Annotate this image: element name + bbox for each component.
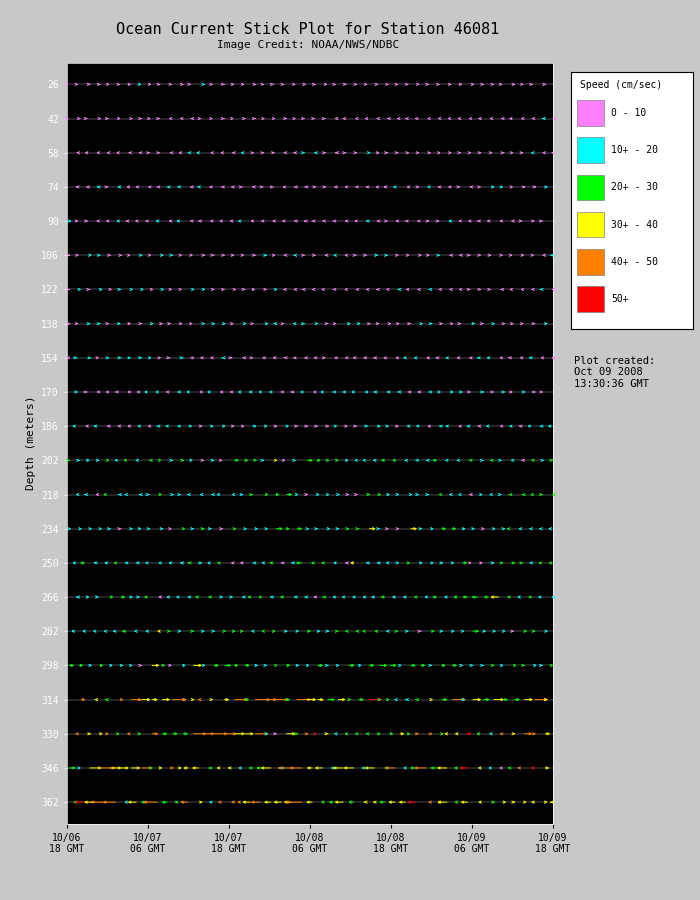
Text: Ocean Current Stick Plot for Station 46081: Ocean Current Stick Plot for Station 460… [116,22,500,38]
Text: 20+ - 30: 20+ - 30 [611,183,658,193]
Text: Image Credit: NOAA/NWS/NDBC: Image Credit: NOAA/NWS/NDBC [217,40,399,50]
Text: 10+ - 20: 10+ - 20 [611,145,658,155]
Bar [577,286,603,311]
Bar [577,100,603,126]
Text: 30+ - 40: 30+ - 40 [611,220,658,230]
Text: 0 - 10: 0 - 10 [611,108,646,118]
Y-axis label: Depth (meters): Depth (meters) [26,396,36,490]
Bar [577,175,603,201]
Text: 50+: 50+ [611,294,629,304]
Bar [577,212,603,238]
Bar [577,138,603,163]
Text: 40+ - 50: 40+ - 50 [611,256,658,266]
Text: Plot created:
Oct 09 2008
13:30:36 GMT: Plot created: Oct 09 2008 13:30:36 GMT [574,356,655,389]
Text: Speed (cm/sec): Speed (cm/sec) [580,80,662,90]
Bar [577,249,603,274]
